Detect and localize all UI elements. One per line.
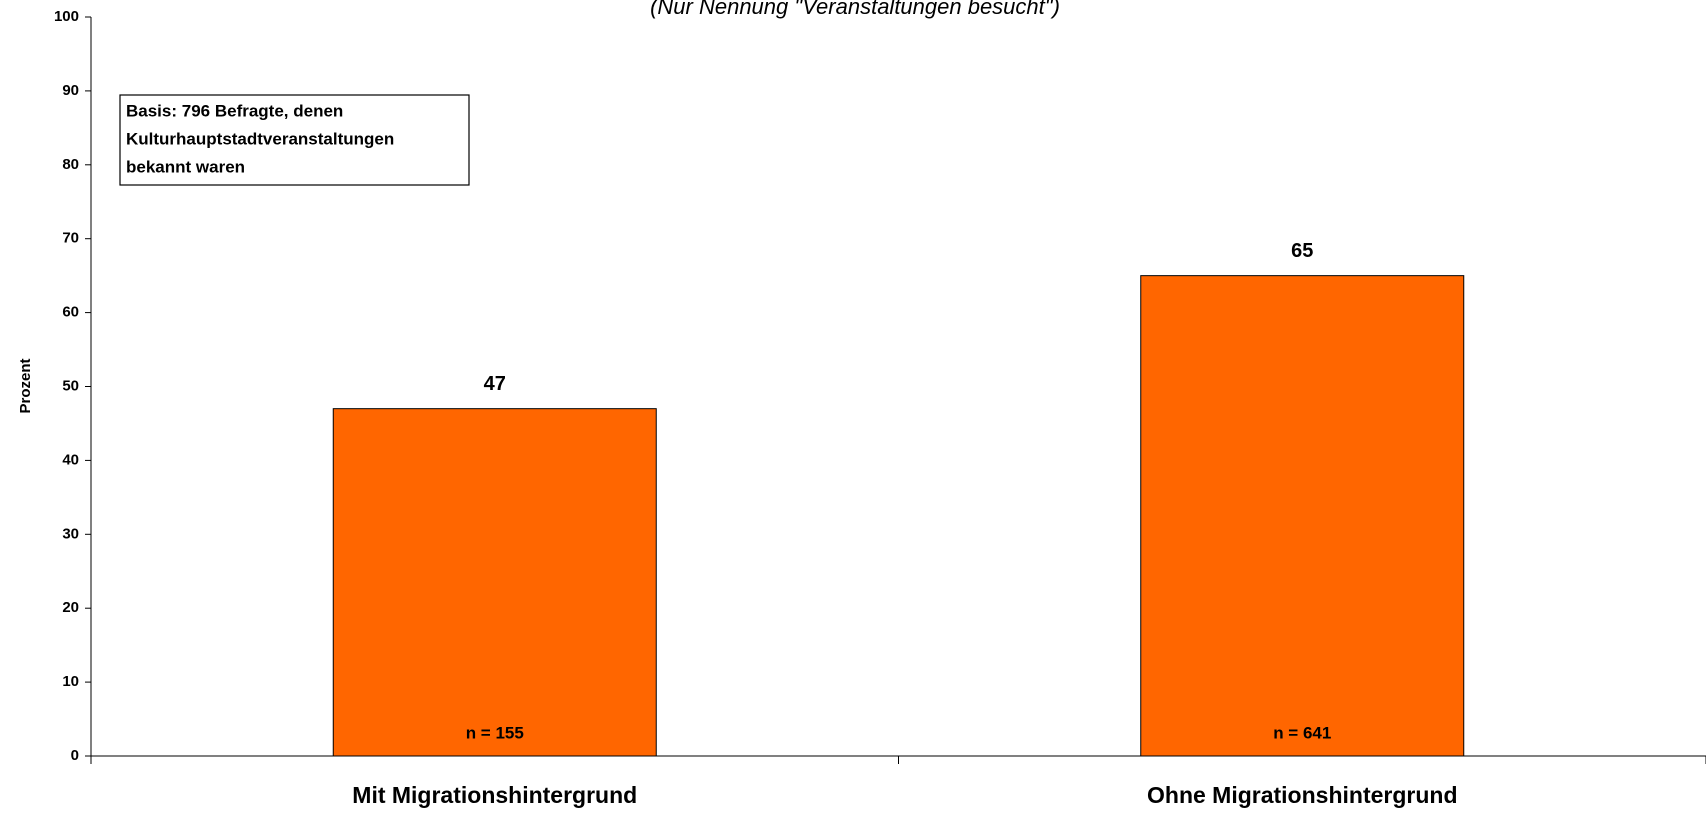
x-tick-label: Ohne Migrationshintergrund [1147,782,1458,808]
y-tick-label: 0 [71,747,79,764]
bar [332,408,657,757]
bar-note: n = 155 [466,723,524,742]
y-tick-label: 10 [62,673,79,690]
y-tick-label: 20 [62,599,79,616]
chart-subtitle: (Nur Nennung "Veranstaltungen besucht") [650,0,1060,19]
y-tick-label: 30 [62,525,79,542]
annotation-box [119,94,470,186]
x-tick-label: Mit Migrationshintergrund [352,782,637,808]
annotation-line: bekannt waren [126,157,245,176]
y-tick-label: 40 [62,451,79,468]
bar [1140,275,1465,757]
y-axis-label: Prozent [17,358,34,413]
y-tick-label: 100 [54,8,79,25]
y-tick-label: 50 [62,377,79,394]
annotation-line: Basis: 796 Befragte, denen [126,101,343,120]
y-tick-label: 90 [62,82,79,99]
y-tick-label: 70 [62,230,79,247]
annotation-line: Kulturhauptstadtveranstaltungen [126,129,394,148]
value-label: 65 [1291,240,1313,262]
y-tick-label: 60 [62,304,79,321]
y-tick-label: 80 [62,156,79,173]
bar-note: n = 641 [1273,723,1331,742]
value-label: 47 [484,373,506,395]
